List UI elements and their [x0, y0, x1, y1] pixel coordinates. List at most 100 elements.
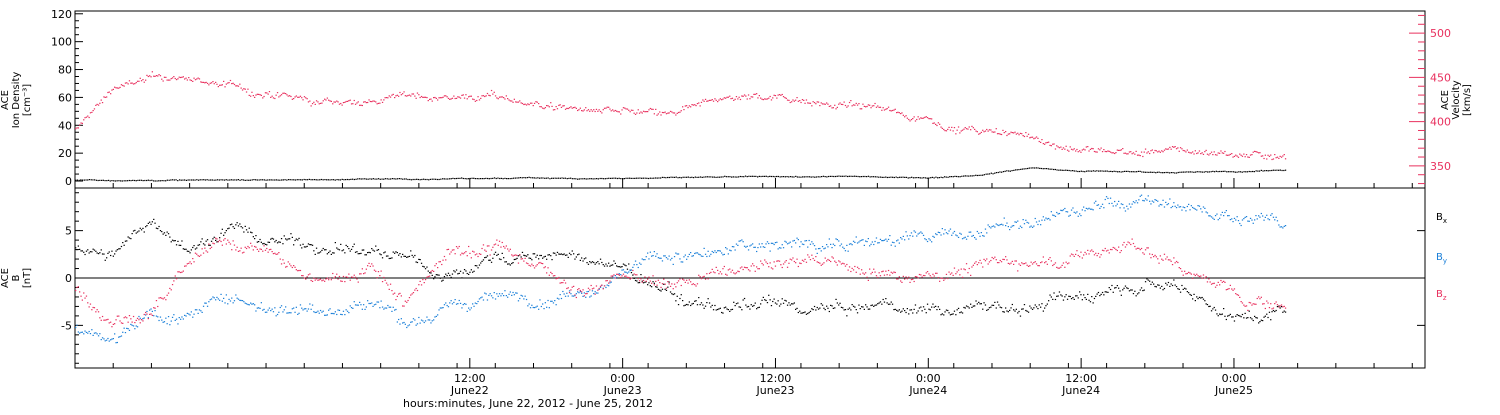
density-series-point [942, 177, 944, 179]
b-series-bx-point [266, 244, 268, 246]
b-series-bx-point [205, 240, 207, 242]
b-series-bz-point [587, 287, 590, 289]
velocity-series-point [1184, 150, 1186, 152]
b-series-by-point [900, 237, 902, 239]
density-series-point [320, 178, 323, 181]
velocity-series-point [735, 96, 738, 98]
b-series-by-point [718, 250, 720, 252]
density-series-point [755, 175, 757, 177]
b-series-by-point [441, 307, 443, 309]
b-series-bz-point [896, 278, 898, 280]
velocity-series-point [671, 111, 673, 113]
b-series-bz-point [556, 277, 559, 279]
b-series-by-point [426, 316, 428, 318]
b-series-by-point [1252, 222, 1254, 224]
b-series-bz-point [947, 277, 949, 280]
b-series-bz-point [140, 319, 143, 321]
b-series-bx-point [743, 297, 746, 300]
b-series-by-point [1112, 205, 1114, 207]
b-series-bz-point [882, 270, 884, 272]
density-series-point [703, 176, 705, 178]
density-series-point [1032, 167, 1034, 169]
density-series-point [568, 177, 570, 179]
b-series-bx-point [402, 253, 404, 255]
density-series-point [1039, 167, 1041, 169]
b-series-bz-point [1080, 251, 1082, 253]
b-series-by-point [150, 308, 152, 310]
b-series-by-point [1204, 207, 1206, 209]
density-series-point [1137, 170, 1140, 172]
b-series-bz-point [842, 262, 844, 264]
velocity-series-point [1022, 135, 1024, 137]
b-series-by-point [1119, 207, 1121, 209]
b-series-bx-point [381, 257, 384, 259]
density-series-point [506, 178, 508, 180]
density-series-point [905, 176, 908, 178]
b-series-by-point [290, 312, 292, 314]
b-series-bz-point [792, 257, 794, 259]
b-series-by-point [236, 297, 238, 299]
velocity-series-point [289, 95, 291, 97]
b-series-by-point [516, 292, 518, 294]
b-series-by-point [1131, 203, 1133, 205]
b-series-bx-point [407, 256, 409, 258]
b-series-bx-point [1219, 313, 1221, 315]
velocity-series-point [606, 106, 608, 108]
b-series-bz-point [799, 262, 801, 264]
velocity-series-point [994, 131, 996, 133]
b-series-by-point [97, 335, 100, 337]
b-series-by-point [317, 310, 319, 312]
velocity-series-point [376, 103, 378, 105]
b-series-bx-point [476, 265, 478, 267]
velocity-series-point [893, 109, 895, 111]
velocity-series-point [663, 112, 665, 114]
b-series-bx-point [936, 309, 938, 311]
b-series-bx-point [610, 264, 612, 266]
velocity-series-point [299, 95, 302, 97]
velocity-series-point [1252, 151, 1254, 153]
b-series-by-point [817, 248, 820, 250]
b-series-by-point [638, 262, 641, 264]
density-series-point [641, 177, 643, 179]
b-series-bz-point [999, 259, 1001, 262]
b-series-by-point [521, 295, 524, 297]
b-series-bx-point [786, 304, 789, 306]
b-series-bz-point [280, 263, 283, 265]
b-series-bz-point [749, 270, 751, 272]
b-series-bx-point [1283, 310, 1285, 312]
b-series-bz-point [182, 270, 184, 272]
b-series-by-point [774, 242, 777, 244]
b-series-by-point [93, 332, 96, 334]
velocity-series-point [407, 94, 409, 97]
b-series-by-point [976, 230, 978, 233]
b-series-bz-point [883, 274, 886, 276]
density-series-point [1168, 172, 1171, 174]
b-series-bx-point [482, 259, 485, 261]
density-series-point [710, 176, 712, 178]
velocity-series-point [846, 106, 848, 108]
velocity-series-point [1115, 152, 1117, 154]
velocity-series-point [758, 95, 760, 97]
b-series-by-point [706, 255, 708, 258]
b-series-bz-point [786, 266, 789, 268]
b-series-bx-point [201, 238, 203, 240]
density-series-point [750, 175, 752, 177]
top-left-ylabel: ACEIon Density[cm⁻³] [0, 72, 33, 129]
b-series-by-point [862, 239, 864, 241]
b-series-by-point [1200, 208, 1202, 210]
b-series-bz-point [192, 258, 194, 260]
b-series-bx-point [443, 276, 446, 278]
velocity-series-point [987, 130, 989, 132]
density-series-point [869, 176, 871, 178]
b-series-by-point [266, 311, 268, 313]
b-series-bx-point [1006, 310, 1008, 312]
b-series-bz-point [945, 273, 948, 275]
b-series-by-point [980, 232, 982, 234]
density-series-point [753, 175, 755, 177]
density-series-point [1078, 170, 1081, 173]
velocity-series-point [197, 77, 199, 79]
b-series-bz-point [668, 283, 670, 285]
b-series-bx-point [1221, 313, 1223, 315]
b-series-bz-point [387, 284, 389, 286]
b-series-bz-point [1254, 303, 1256, 305]
